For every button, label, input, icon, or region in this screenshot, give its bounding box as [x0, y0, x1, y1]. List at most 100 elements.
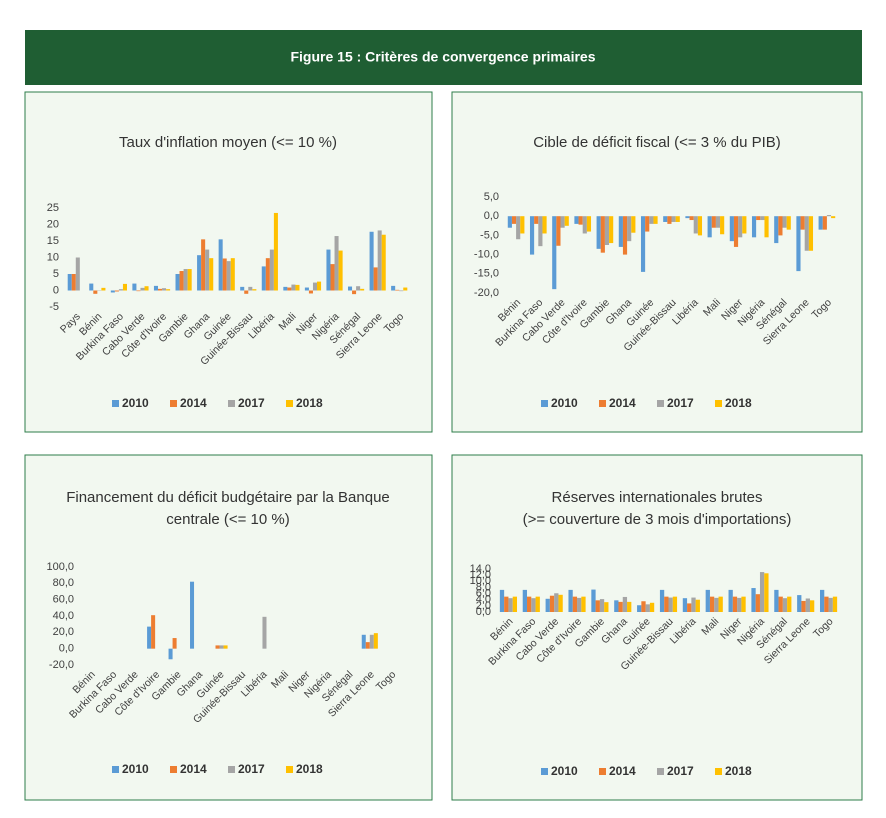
bar: [623, 216, 627, 254]
bar: [619, 216, 623, 247]
legend-label: 2014: [609, 396, 636, 410]
bar: [531, 598, 535, 612]
bar: [115, 291, 119, 292]
bar: [581, 597, 585, 612]
bar: [166, 289, 170, 290]
legend-swatch: [112, 400, 119, 407]
bar: [158, 289, 162, 291]
bar: [527, 597, 531, 612]
bar: [801, 216, 805, 229]
legend-swatch: [657, 768, 664, 775]
bar: [224, 645, 228, 648]
bar: [676, 216, 680, 222]
bar: [330, 264, 334, 290]
bar: [399, 291, 403, 292]
legend-swatch: [286, 766, 293, 773]
bar: [262, 617, 266, 649]
bar: [760, 216, 764, 220]
bar: [240, 287, 244, 291]
bar: [574, 216, 578, 224]
bar: [712, 216, 716, 228]
y-tick-label: 40,0: [53, 610, 74, 622]
bar: [650, 603, 654, 612]
bar: [714, 598, 718, 612]
bar: [823, 216, 827, 229]
bar: [93, 291, 97, 294]
bar: [554, 593, 558, 612]
legend-label: 2014: [609, 764, 636, 778]
bar: [605, 216, 609, 245]
legend-swatch: [112, 766, 119, 773]
legend-swatch: [657, 400, 664, 407]
legend-swatch: [715, 400, 722, 407]
legend-swatch: [715, 768, 722, 775]
bar: [577, 598, 581, 612]
chart-title: Cible de déficit fiscal (<= 3 % du PIB): [533, 134, 781, 151]
legend-label: 2017: [238, 396, 265, 410]
bar: [756, 216, 760, 220]
bar: [698, 216, 702, 235]
bar: [737, 598, 741, 612]
bar: [729, 590, 733, 612]
legend-label: 2018: [725, 396, 752, 410]
bar: [262, 266, 266, 290]
y-tick-label: 14,0: [470, 563, 491, 575]
bar: [291, 285, 295, 291]
bar: [546, 599, 550, 612]
y-tick-label: 10: [47, 251, 59, 263]
bar: [646, 604, 650, 612]
bar: [596, 600, 600, 612]
bar: [220, 645, 224, 648]
bar: [583, 216, 587, 233]
legend-swatch: [286, 400, 293, 407]
bar: [538, 216, 542, 246]
y-tick-label: 20,0: [53, 626, 74, 638]
bar: [820, 590, 824, 612]
y-tick-label: -20,0: [49, 659, 74, 671]
bar: [190, 582, 194, 649]
legend-label: 2017: [667, 396, 694, 410]
bar: [604, 602, 608, 612]
bar: [719, 597, 723, 612]
bar: [627, 602, 631, 612]
bar: [673, 597, 677, 612]
bar: [683, 598, 687, 612]
bar: [601, 216, 605, 252]
y-tick-label: 0,0: [484, 210, 499, 222]
legend-swatch: [541, 768, 548, 775]
y-tick-label: -5,0: [480, 229, 499, 241]
y-tick-label: 0: [53, 284, 59, 296]
bar: [184, 269, 188, 290]
bar: [706, 590, 710, 612]
bar: [556, 216, 560, 246]
bar: [627, 216, 631, 241]
bar: [764, 216, 768, 237]
bar: [660, 590, 664, 612]
bar: [201, 239, 205, 290]
bar: [579, 216, 583, 224]
figure-title: Figure 15 : Critères de convergence prim…: [290, 49, 595, 65]
y-tick-label: 15: [47, 235, 59, 247]
bar: [833, 597, 837, 612]
bar: [720, 216, 724, 234]
bar: [751, 588, 755, 612]
bar: [270, 250, 274, 291]
bar: [173, 638, 177, 649]
legend-label: 2018: [296, 396, 323, 410]
bar: [231, 258, 235, 290]
bar: [783, 598, 787, 612]
bar: [68, 274, 72, 291]
bar: [774, 590, 778, 612]
bar: [370, 635, 374, 649]
bar: [508, 598, 512, 612]
y-tick-label: 0,0: [59, 643, 74, 655]
bar: [787, 216, 791, 229]
chart-title: Réserves internationales brutes: [552, 489, 763, 506]
bar: [516, 216, 520, 239]
legend-label: 2010: [551, 396, 578, 410]
bar: [136, 291, 140, 292]
bar: [403, 288, 407, 291]
legend-swatch: [228, 766, 235, 773]
legend-label: 2010: [122, 396, 149, 410]
bar: [395, 290, 399, 291]
